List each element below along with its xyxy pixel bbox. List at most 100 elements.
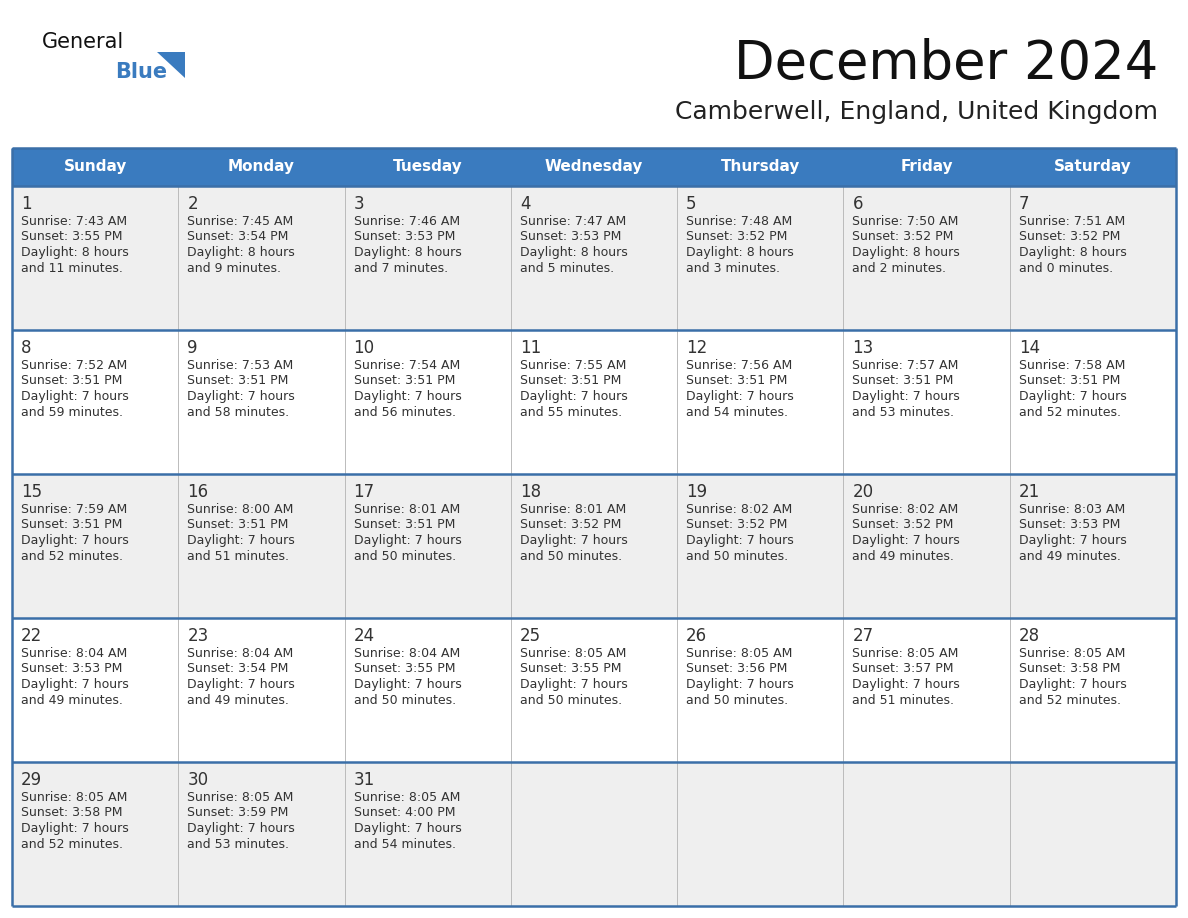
Text: and 9 minutes.: and 9 minutes. [188,262,282,274]
Text: Daylight: 7 hours: Daylight: 7 hours [520,390,627,403]
Text: Sunrise: 7:55 AM: Sunrise: 7:55 AM [520,359,626,372]
Text: Sunday: Sunday [63,160,127,174]
Text: Sunset: 3:51 PM: Sunset: 3:51 PM [1019,375,1120,387]
Text: and 50 minutes.: and 50 minutes. [354,693,456,707]
Text: and 52 minutes.: and 52 minutes. [21,550,124,563]
Text: Sunrise: 8:05 AM: Sunrise: 8:05 AM [1019,647,1125,660]
Text: Sunrise: 8:02 AM: Sunrise: 8:02 AM [687,503,792,516]
Text: Daylight: 7 hours: Daylight: 7 hours [853,534,960,547]
Text: Daylight: 7 hours: Daylight: 7 hours [354,390,461,403]
Text: Sunset: 3:53 PM: Sunset: 3:53 PM [1019,519,1120,532]
Text: Daylight: 7 hours: Daylight: 7 hours [188,390,295,403]
Text: 15: 15 [21,483,42,501]
Bar [12,330,1176,474]
Text: Sunrise: 8:04 AM: Sunrise: 8:04 AM [188,647,293,660]
Text: and 51 minutes.: and 51 minutes. [188,550,290,563]
Bar [12,618,1176,762]
Text: 26: 26 [687,627,707,645]
Text: 30: 30 [188,771,208,789]
Bar [12,186,1176,330]
Text: 29: 29 [21,771,42,789]
Text: Sunrise: 8:04 AM: Sunrise: 8:04 AM [21,647,127,660]
Text: Blue: Blue [115,62,168,82]
Text: 9: 9 [188,339,197,357]
Text: and 58 minutes.: and 58 minutes. [188,406,290,419]
Text: and 7 minutes.: and 7 minutes. [354,262,448,274]
Text: Sunrise: 7:52 AM: Sunrise: 7:52 AM [21,359,127,372]
Text: and 5 minutes.: and 5 minutes. [520,262,614,274]
Text: 11: 11 [520,339,541,357]
Text: Daylight: 7 hours: Daylight: 7 hours [687,390,794,403]
Text: Daylight: 7 hours: Daylight: 7 hours [1019,390,1126,403]
Text: Sunrise: 8:05 AM: Sunrise: 8:05 AM [188,791,293,804]
Text: Sunset: 3:51 PM: Sunset: 3:51 PM [853,375,954,387]
Text: Saturday: Saturday [1054,160,1132,174]
Text: Sunrise: 8:03 AM: Sunrise: 8:03 AM [1019,503,1125,516]
Text: Sunrise: 7:56 AM: Sunrise: 7:56 AM [687,359,792,372]
Text: Sunset: 3:56 PM: Sunset: 3:56 PM [687,663,788,676]
Text: 20: 20 [853,483,873,501]
Text: Daylight: 8 hours: Daylight: 8 hours [354,246,461,259]
Text: Sunset: 3:55 PM: Sunset: 3:55 PM [520,663,621,676]
Text: Daylight: 7 hours: Daylight: 7 hours [1019,678,1126,691]
Text: Daylight: 7 hours: Daylight: 7 hours [853,390,960,403]
Text: Sunrise: 7:48 AM: Sunrise: 7:48 AM [687,215,792,228]
Text: and 49 minutes.: and 49 minutes. [1019,550,1120,563]
Text: Sunrise: 8:05 AM: Sunrise: 8:05 AM [21,791,127,804]
Text: Daylight: 7 hours: Daylight: 7 hours [853,678,960,691]
Text: Sunrise: 8:05 AM: Sunrise: 8:05 AM [687,647,792,660]
Text: and 50 minutes.: and 50 minutes. [687,693,789,707]
Text: Sunset: 3:52 PM: Sunset: 3:52 PM [687,519,788,532]
Text: 1: 1 [21,195,32,213]
Text: Thursday: Thursday [721,160,800,174]
Text: Sunset: 3:52 PM: Sunset: 3:52 PM [853,230,954,243]
Text: Sunrise: 7:51 AM: Sunrise: 7:51 AM [1019,215,1125,228]
Text: 14: 14 [1019,339,1040,357]
Text: Sunset: 3:52 PM: Sunset: 3:52 PM [687,230,788,243]
Text: 24: 24 [354,627,374,645]
Text: 27: 27 [853,627,873,645]
Text: 10: 10 [354,339,374,357]
Text: 25: 25 [520,627,541,645]
Text: Sunrise: 7:46 AM: Sunrise: 7:46 AM [354,215,460,228]
Text: Daylight: 7 hours: Daylight: 7 hours [21,822,128,835]
Text: and 0 minutes.: and 0 minutes. [1019,262,1113,274]
Text: Daylight: 7 hours: Daylight: 7 hours [354,678,461,691]
Text: Sunset: 4:00 PM: Sunset: 4:00 PM [354,807,455,820]
Text: and 49 minutes.: and 49 minutes. [21,693,122,707]
Text: Sunset: 3:58 PM: Sunset: 3:58 PM [21,807,122,820]
Text: Sunrise: 7:43 AM: Sunrise: 7:43 AM [21,215,127,228]
Text: Sunset: 3:51 PM: Sunset: 3:51 PM [687,375,788,387]
Text: Daylight: 7 hours: Daylight: 7 hours [354,534,461,547]
Text: 5: 5 [687,195,696,213]
Text: and 49 minutes.: and 49 minutes. [853,550,954,563]
Text: Sunrise: 8:01 AM: Sunrise: 8:01 AM [520,503,626,516]
Text: Sunset: 3:53 PM: Sunset: 3:53 PM [21,663,122,676]
Text: and 53 minutes.: and 53 minutes. [853,406,954,419]
Text: 13: 13 [853,339,873,357]
Text: Sunrise: 7:57 AM: Sunrise: 7:57 AM [853,359,959,372]
Text: Sunrise: 8:05 AM: Sunrise: 8:05 AM [853,647,959,660]
Text: 6: 6 [853,195,862,213]
Text: Sunrise: 7:54 AM: Sunrise: 7:54 AM [354,359,460,372]
Text: Sunset: 3:53 PM: Sunset: 3:53 PM [520,230,621,243]
Text: Friday: Friday [901,160,953,174]
Text: and 50 minutes.: and 50 minutes. [520,693,623,707]
Text: Daylight: 7 hours: Daylight: 7 hours [520,534,627,547]
Text: Daylight: 7 hours: Daylight: 7 hours [21,534,128,547]
Text: Daylight: 8 hours: Daylight: 8 hours [1019,246,1126,259]
Text: Sunrise: 7:45 AM: Sunrise: 7:45 AM [188,215,293,228]
Text: and 54 minutes.: and 54 minutes. [687,406,788,419]
Text: Sunrise: 8:05 AM: Sunrise: 8:05 AM [520,647,626,660]
Bar [12,148,1176,186]
Text: Daylight: 7 hours: Daylight: 7 hours [687,678,794,691]
Text: Sunrise: 8:04 AM: Sunrise: 8:04 AM [354,647,460,660]
Text: Sunset: 3:52 PM: Sunset: 3:52 PM [1019,230,1120,243]
Text: Sunset: 3:53 PM: Sunset: 3:53 PM [354,230,455,243]
Text: Sunset: 3:51 PM: Sunset: 3:51 PM [188,375,289,387]
Text: Camberwell, England, United Kingdom: Camberwell, England, United Kingdom [675,100,1158,124]
Text: Sunset: 3:51 PM: Sunset: 3:51 PM [188,519,289,532]
Text: General: General [42,32,125,52]
Text: Sunset: 3:55 PM: Sunset: 3:55 PM [21,230,122,243]
Text: and 51 minutes.: and 51 minutes. [853,693,954,707]
